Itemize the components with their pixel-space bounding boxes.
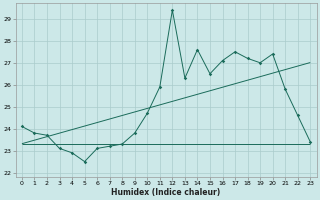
X-axis label: Humidex (Indice chaleur): Humidex (Indice chaleur): [111, 188, 221, 197]
